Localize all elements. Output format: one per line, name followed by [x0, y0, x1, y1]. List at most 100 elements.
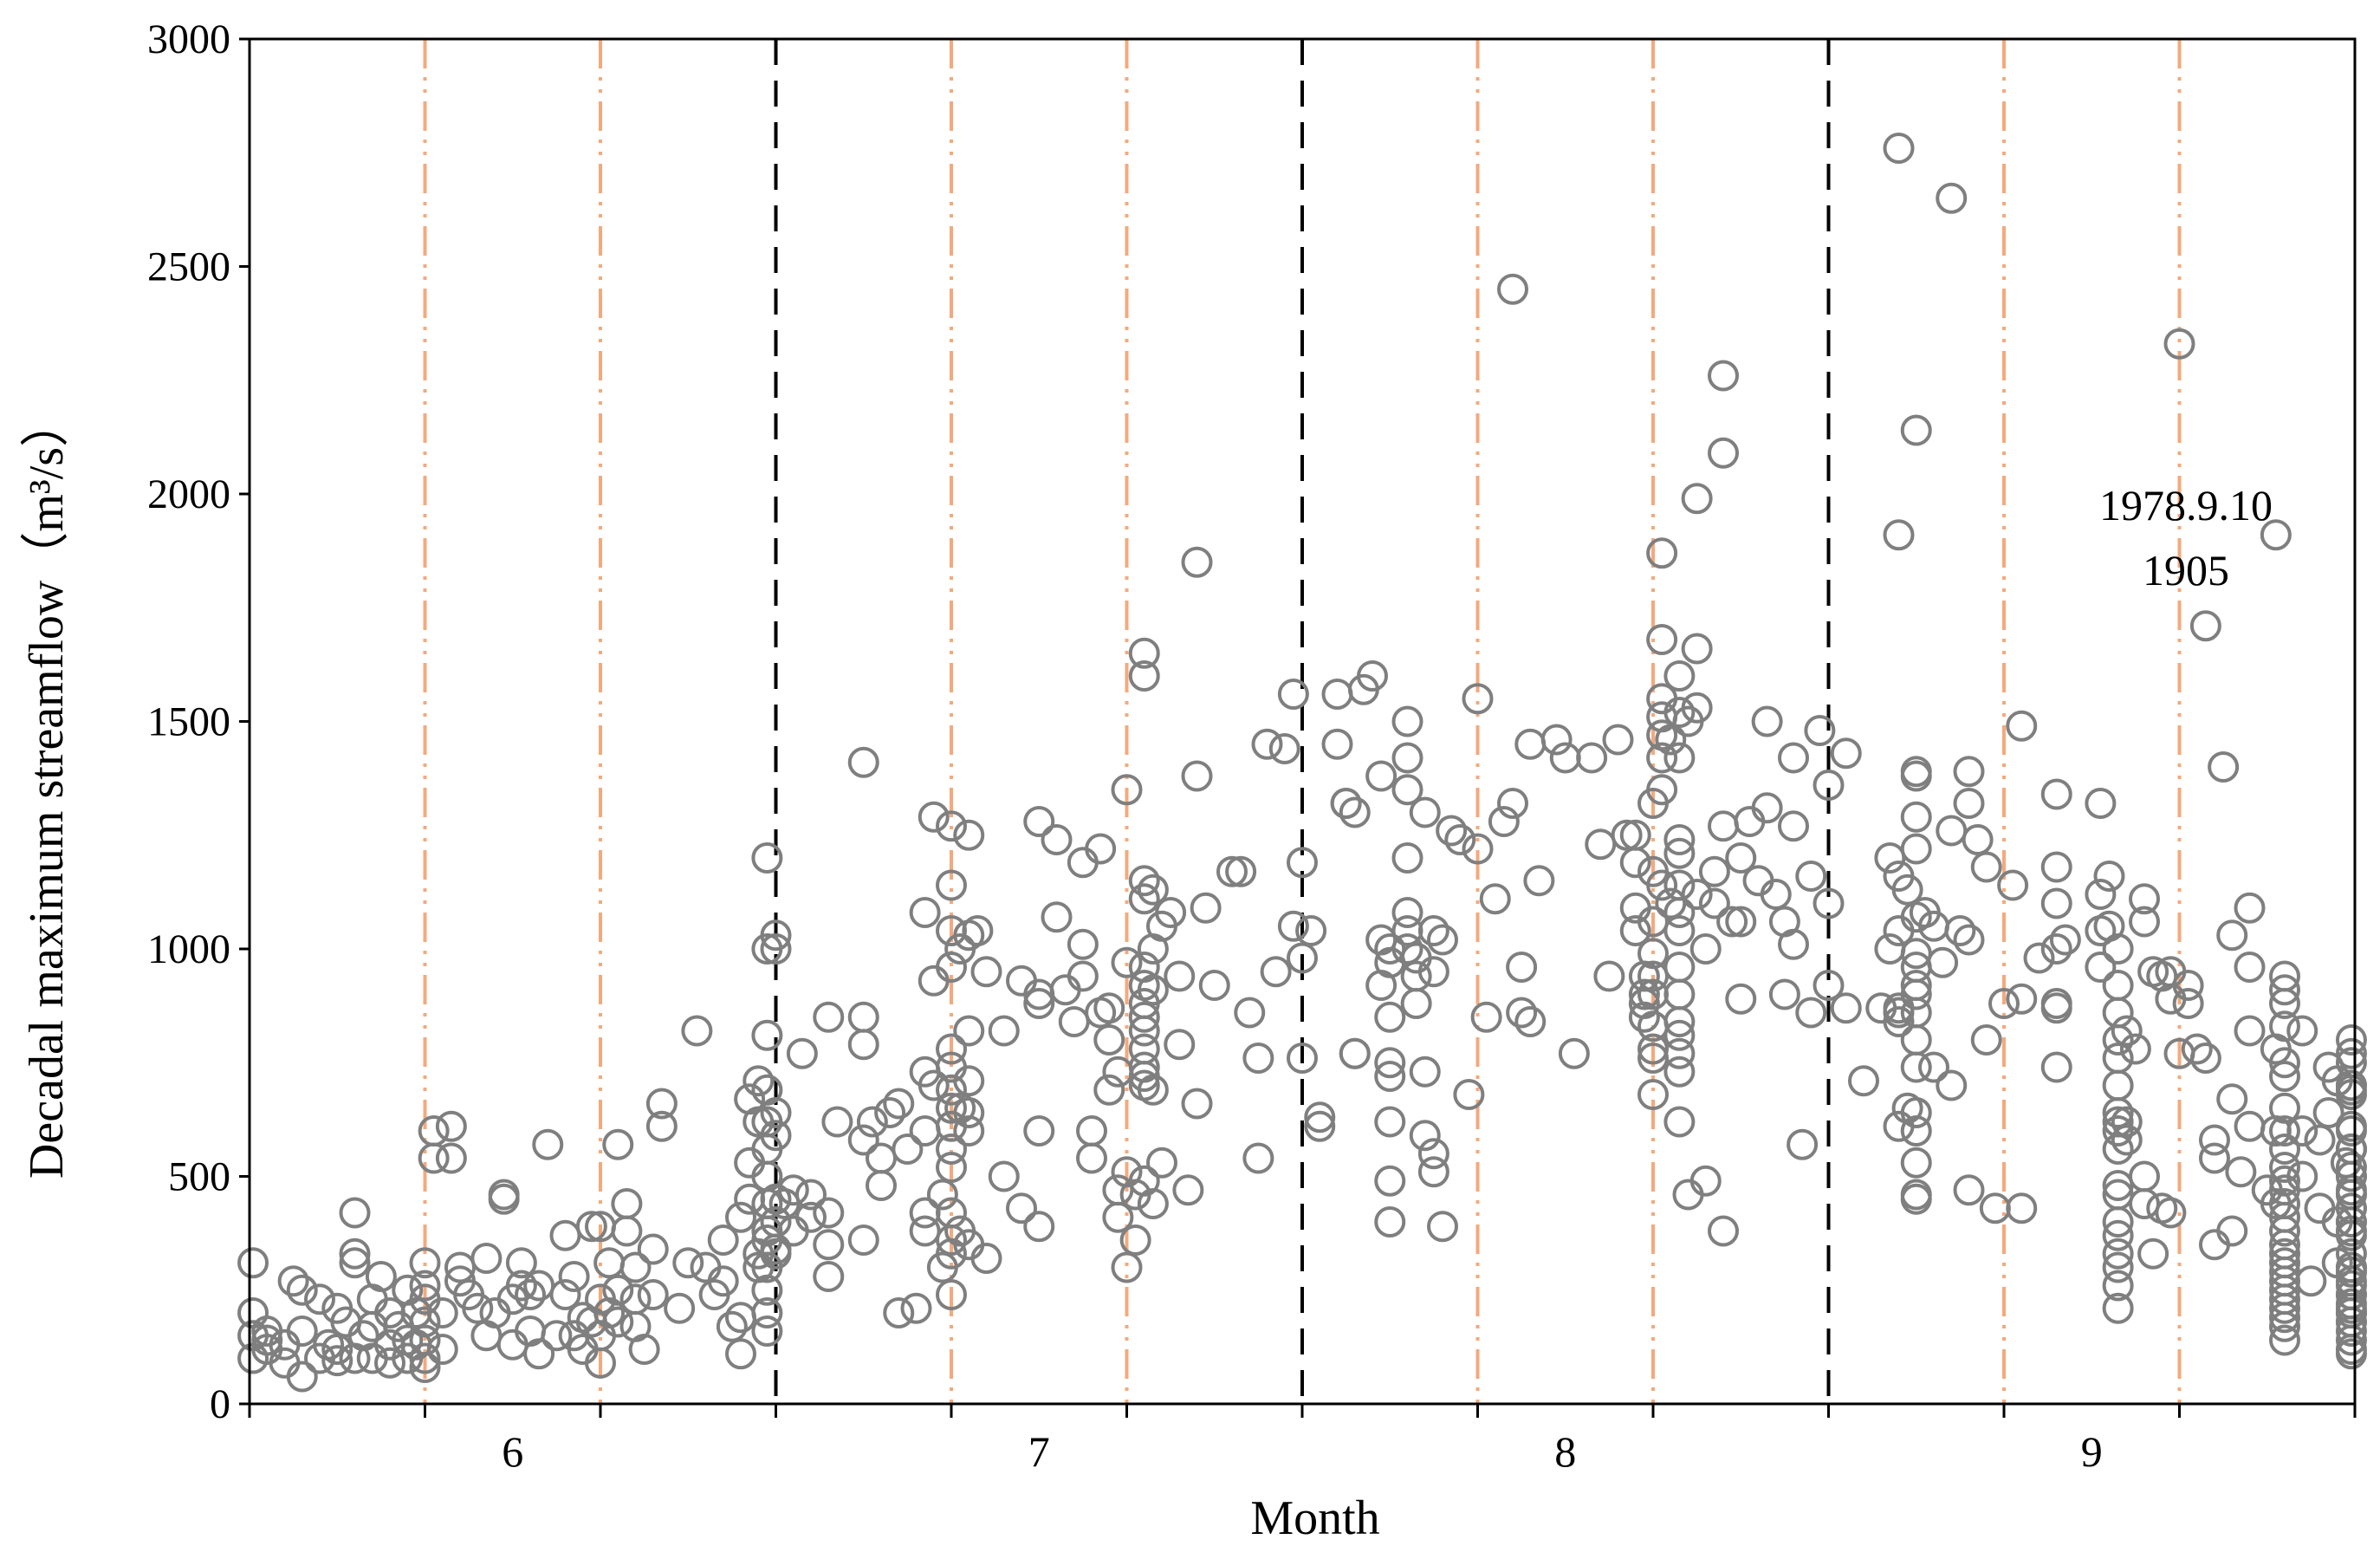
data-point-449	[1900, 1147, 1932, 1179]
data-point-436	[1900, 760, 1932, 792]
data-point-141	[786, 1037, 818, 1069]
data-point-481	[2049, 924, 2081, 956]
data-point-434	[1900, 414, 1932, 446]
data-point-338	[1602, 724, 1634, 756]
data-point-67	[523, 1338, 555, 1370]
data-point-96	[645, 1088, 678, 1120]
data-point-438	[1900, 833, 1932, 865]
annotation-value: 1905	[2143, 546, 2229, 594]
data-point-204	[1023, 806, 1055, 837]
data-point-398	[1725, 906, 1757, 938]
data-point-119	[751, 1315, 783, 1347]
data-point-89	[611, 1215, 643, 1247]
data-point-622	[2335, 1134, 2367, 1165]
data-point-9	[269, 1328, 301, 1361]
data-point-299	[1391, 705, 1423, 737]
data-point-7	[251, 1324, 283, 1356]
data-point-162	[909, 897, 941, 928]
data-point-546	[2269, 974, 2300, 1006]
data-point-628	[2335, 1251, 2367, 1283]
y-tick-label-2500: 2500	[147, 244, 230, 290]
data-point-359	[1646, 624, 1678, 655]
data-point-619	[2335, 1206, 2367, 1237]
data-point-480	[2040, 1051, 2072, 1083]
data-point-222	[1093, 1074, 1125, 1106]
data-point-257	[1181, 546, 1213, 578]
data-point-179	[936, 1092, 967, 1124]
data-point-460	[1953, 756, 1985, 788]
data-point-192	[953, 1015, 985, 1047]
data-point-118	[751, 1274, 783, 1306]
data-point-217	[1076, 1142, 1107, 1174]
x-axis-title: Month	[1250, 1491, 1379, 1545]
data-point-500	[2102, 1206, 2134, 1237]
data-point-295	[1374, 1106, 1406, 1138]
data-point-445	[1900, 1024, 1932, 1056]
data-point-86	[602, 1274, 634, 1306]
data-point-414	[1804, 715, 1836, 746]
data-point-494	[2102, 1097, 2134, 1128]
data-point-110	[743, 1065, 775, 1097]
data-point-479	[2040, 992, 2072, 1024]
data-point-220	[1093, 992, 1125, 1024]
data-point-47	[418, 1142, 450, 1174]
data-point-297	[1374, 1206, 1406, 1237]
data-point-2	[237, 1247, 269, 1279]
data-point-486	[2093, 861, 2125, 892]
data-point-345	[1628, 978, 1660, 1010]
y-axis-ticks: 0 500 1000 1500 2000 2500 3000	[147, 16, 250, 1427]
data-point-56	[470, 1243, 503, 1274]
data-point-437	[1900, 801, 1932, 833]
data-point-523	[2172, 970, 2204, 1001]
data-point-569	[2269, 1310, 2300, 1342]
data-point-158	[883, 1297, 915, 1328]
data-point-195	[953, 1115, 985, 1147]
data-point-372	[1663, 837, 1696, 869]
data-point-12	[286, 1315, 318, 1347]
data-point-317	[1436, 815, 1468, 847]
data-point-145	[813, 1197, 845, 1229]
data-point-511	[2129, 906, 2160, 938]
data-point-88	[611, 1188, 643, 1219]
data-point-97	[645, 1110, 678, 1142]
data-point-167	[918, 801, 950, 833]
data-point-521	[2163, 328, 2195, 360]
data-point-482	[2085, 788, 2117, 819]
data-point-573	[2286, 1160, 2318, 1192]
data-point-298	[1391, 774, 1423, 806]
data-point-395	[1708, 810, 1739, 842]
data-point-276	[1304, 1101, 1336, 1134]
data-point-29	[365, 1261, 397, 1292]
data-point-85	[602, 1306, 634, 1338]
data-point-150	[847, 1001, 879, 1033]
data-point-351	[1637, 938, 1669, 970]
data-point-71	[549, 1219, 581, 1251]
data-point-232	[1128, 637, 1160, 669]
data-point-483	[2085, 879, 2117, 910]
data-point-147	[813, 1261, 845, 1292]
data-point-211	[1049, 974, 1081, 1006]
data-point-538	[2234, 1015, 2266, 1047]
data-point-576	[2304, 1192, 2336, 1224]
data-point-106	[725, 1338, 756, 1370]
data-point-334	[1558, 1037, 1590, 1069]
data-point-233	[1128, 660, 1160, 692]
data-point-505	[2102, 1292, 2134, 1324]
data-point-263	[1225, 855, 1257, 887]
data-point-240	[1128, 1015, 1160, 1047]
data-point-292	[1374, 1001, 1406, 1033]
data-point-554	[2269, 1152, 2300, 1183]
data-point-518	[2155, 956, 2187, 988]
data-point-527	[2189, 1043, 2221, 1074]
data-point-171	[926, 1179, 958, 1211]
data-point-70	[541, 1320, 573, 1352]
data-point-390	[1689, 1165, 1722, 1197]
data-point-429	[1883, 997, 1915, 1029]
data-point-221	[1093, 1024, 1125, 1056]
data-point-572	[2286, 1115, 2318, 1147]
data-point-596	[2335, 1115, 2367, 1147]
data-point-22	[339, 1237, 371, 1270]
data-point-267	[1251, 728, 1283, 760]
data-point-269	[1268, 733, 1300, 764]
data-point-275	[1295, 915, 1327, 946]
